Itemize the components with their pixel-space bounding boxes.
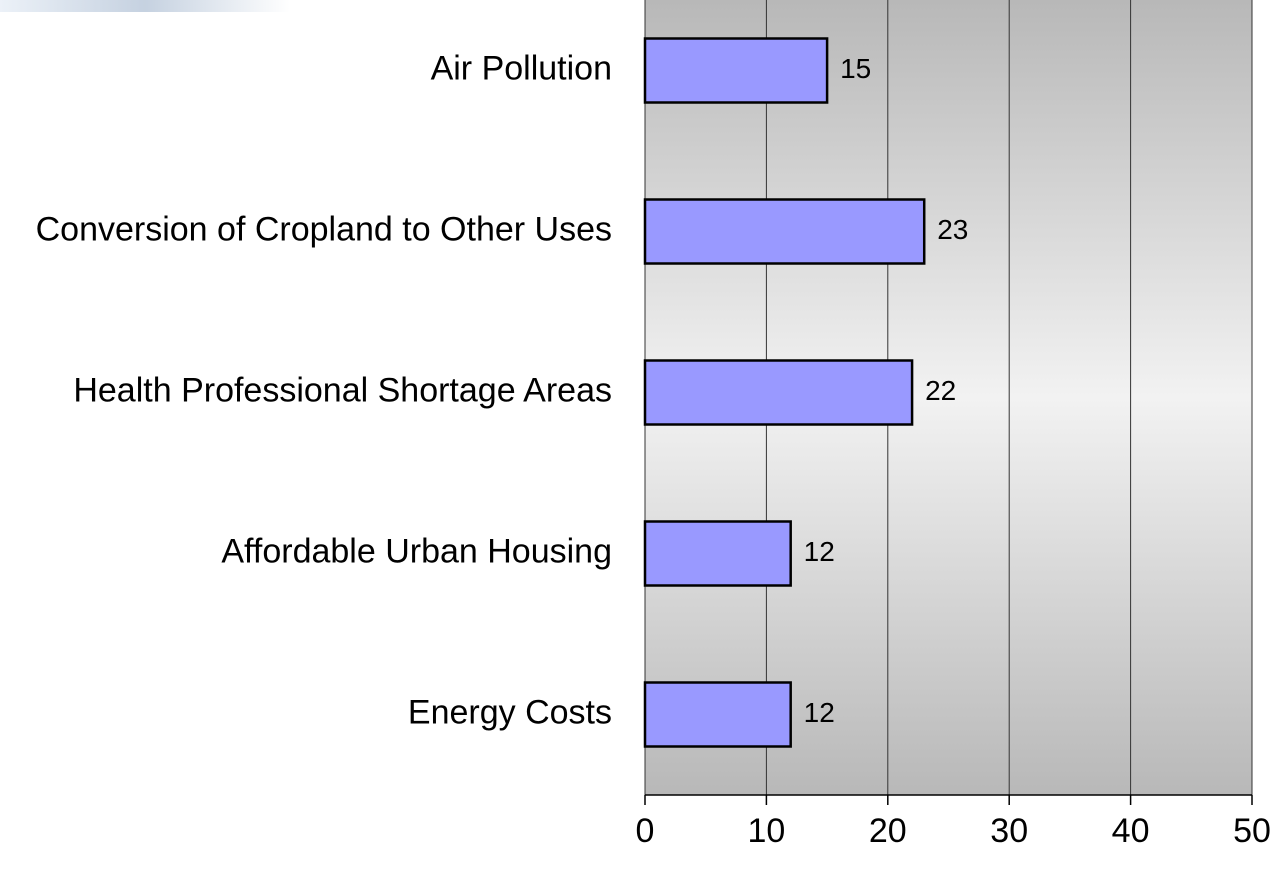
bar — [643, 681, 792, 748]
x-tick-label: 50 — [1233, 812, 1271, 850]
y-tick-label: Health Professional Shortage Areas — [73, 371, 612, 409]
bar — [643, 198, 926, 265]
value-label: 12 — [804, 697, 835, 728]
x-tick-label: 0 — [636, 812, 655, 850]
x-tick-label: 40 — [1112, 812, 1150, 850]
y-tick-label: Air Pollution — [431, 49, 612, 87]
y-tick-label: Conversion of Cropland to Other Uses — [36, 210, 612, 248]
y-tick-label: Energy Costs — [408, 693, 612, 731]
bar — [643, 520, 792, 587]
x-tick-label: 20 — [869, 812, 907, 850]
x-tick-label: 10 — [747, 812, 785, 850]
bar — [643, 359, 914, 426]
value-label: 22 — [925, 375, 956, 406]
y-tick-label: Affordable Urban Housing — [221, 532, 612, 570]
logo-fragment — [0, 0, 290, 12]
bar — [643, 37, 829, 104]
value-label: 12 — [804, 536, 835, 567]
value-label: 15 — [840, 53, 871, 84]
x-tick-label: 30 — [990, 812, 1028, 850]
value-label: 23 — [937, 214, 968, 245]
